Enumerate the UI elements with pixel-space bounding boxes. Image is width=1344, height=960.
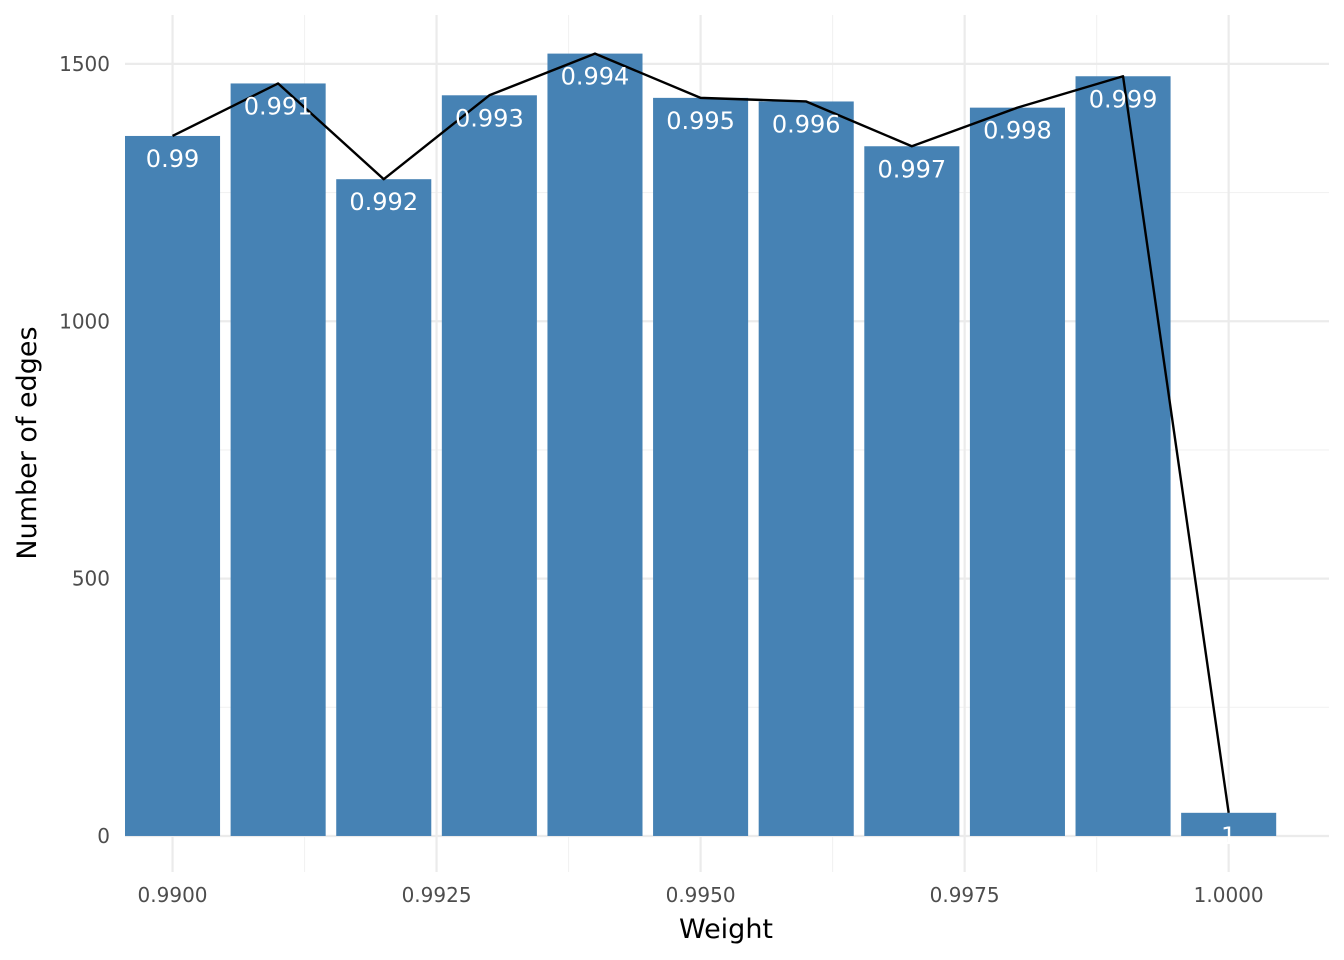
bar-value-label: 0.998 (983, 117, 1052, 145)
x-tick-label: 1.0000 (1194, 883, 1264, 907)
trend-line-path (171, 52, 1230, 813)
x-tick-label: 0.9975 (930, 883, 1000, 907)
bar (1075, 76, 1171, 836)
bar-value-label: 1 (1221, 822, 1236, 850)
y-tick-label: 500 (72, 567, 110, 591)
bar (969, 107, 1065, 836)
bar (547, 53, 643, 836)
bar-value-label: 0.99 (146, 145, 199, 173)
bar-value-label: 0.995 (666, 107, 735, 135)
bar (336, 179, 432, 836)
bar (1181, 812, 1277, 836)
bar-value-label: 0.992 (349, 188, 418, 216)
bars (125, 53, 1277, 836)
x-tick-label: 0.9900 (138, 883, 208, 907)
y-axis-tick-labels: 0 500 1000 1500 (59, 52, 110, 848)
bar (864, 146, 960, 836)
x-tick-label: 0.9925 (402, 883, 472, 907)
trend-line (171, 52, 1230, 813)
bar-value-labels: 0.99 0.991 0.992 0.993 0.994 0.995 0.996 0.997 0… (146, 63, 1236, 850)
y-tick-label: 1000 (59, 309, 110, 333)
x-axis-tick-labels: 0.9900 0.9925 0.9950 0.9975 1.0000 (138, 883, 1264, 907)
bar-value-label: 0.999 (1089, 85, 1158, 113)
bar-value-label: 0.997 (877, 155, 946, 183)
bar-value-label: 0.991 (244, 92, 313, 120)
y-tick-label: 0 (97, 824, 110, 848)
bar-value-label: 0.994 (561, 63, 630, 91)
bar (125, 135, 221, 836)
bar (230, 83, 326, 836)
bar-value-label: 0.993 (455, 104, 524, 132)
x-axis-title: Weight (679, 914, 773, 945)
x-tick-label: 0.9950 (666, 883, 736, 907)
bar (441, 95, 537, 836)
bar-value-label: 0.996 (772, 110, 841, 138)
bar (758, 101, 854, 836)
y-axis-title: Number of edges (12, 326, 43, 559)
y-tick-label: 1500 (59, 52, 110, 76)
bar (653, 97, 749, 836)
